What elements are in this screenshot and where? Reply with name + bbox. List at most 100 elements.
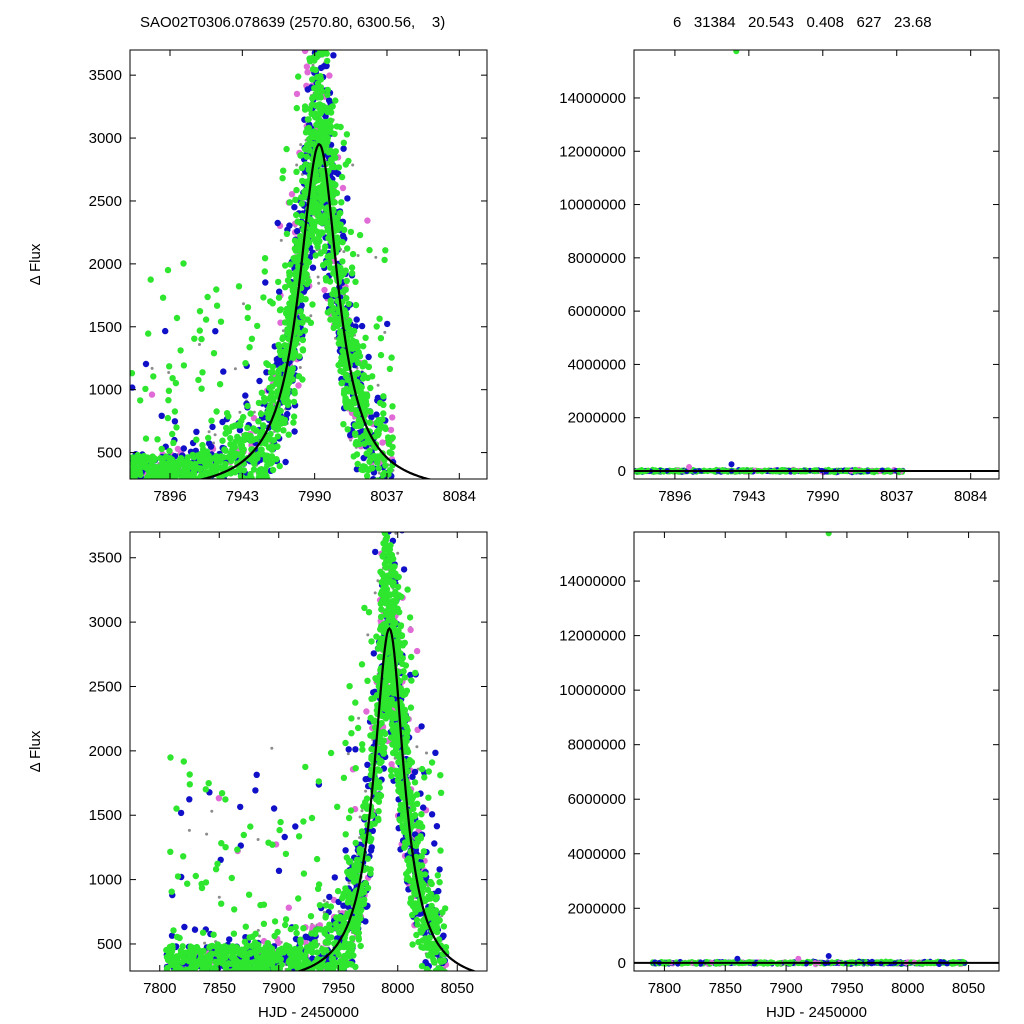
data-point xyxy=(247,410,254,417)
data-point xyxy=(293,104,300,112)
data-point xyxy=(291,390,298,397)
data-point xyxy=(290,413,298,420)
data-point xyxy=(234,478,237,479)
data-point xyxy=(266,384,273,392)
data-point xyxy=(299,143,303,147)
data-point xyxy=(152,472,159,479)
data-point xyxy=(312,177,319,185)
data-point xyxy=(343,385,350,392)
data-point xyxy=(205,780,212,787)
panel-bottom-left: 7800 7850 7900 7950 8000 80505001000150020002… xyxy=(27,312,488,1021)
data-point xyxy=(225,428,233,435)
data-point xyxy=(275,407,283,414)
data-point xyxy=(324,57,331,65)
data-point xyxy=(234,433,241,441)
data-point xyxy=(294,319,302,326)
data-point xyxy=(299,346,306,353)
data-point xyxy=(246,344,253,351)
data-point xyxy=(354,359,362,366)
data-point xyxy=(308,201,316,209)
data-point xyxy=(386,449,393,456)
data-point xyxy=(356,254,360,257)
data-point xyxy=(155,481,161,487)
data-point xyxy=(345,300,352,308)
data-point xyxy=(304,116,312,123)
data-point xyxy=(286,269,293,276)
data-point xyxy=(373,323,380,330)
data-point xyxy=(255,418,262,425)
data-point xyxy=(148,479,154,485)
data-point xyxy=(233,367,237,371)
data-point xyxy=(348,264,356,271)
data-point xyxy=(306,105,313,113)
data-point xyxy=(322,39,328,45)
data-point xyxy=(298,366,302,369)
data-point xyxy=(312,30,318,36)
data-point xyxy=(290,398,298,406)
data-point xyxy=(225,413,232,420)
data-point xyxy=(264,409,271,417)
data-point xyxy=(317,202,324,210)
data-point xyxy=(366,465,374,473)
data-point xyxy=(413,647,421,655)
data-point xyxy=(205,832,209,836)
data-point xyxy=(148,391,156,398)
data-point xyxy=(307,216,314,223)
data-point xyxy=(356,417,363,424)
data-point xyxy=(159,475,166,479)
data-point xyxy=(282,284,289,291)
data-point xyxy=(344,195,351,202)
data-point xyxy=(354,460,361,468)
data-point xyxy=(216,381,224,388)
data-point xyxy=(327,156,335,163)
data-point xyxy=(362,334,369,341)
data-point xyxy=(361,359,368,366)
data-point xyxy=(225,478,228,479)
data-point xyxy=(347,228,355,236)
data-point xyxy=(256,838,260,841)
data-point xyxy=(267,369,275,376)
data-point xyxy=(322,899,326,903)
data-point xyxy=(357,716,361,720)
data-point xyxy=(235,972,238,975)
data-point xyxy=(188,482,194,488)
data-point xyxy=(293,90,301,98)
data-point xyxy=(373,523,379,529)
data-point xyxy=(390,312,396,318)
data-point xyxy=(364,761,371,768)
data-point xyxy=(399,660,406,667)
data-point xyxy=(360,809,364,813)
data-point xyxy=(254,322,261,330)
data-point xyxy=(172,379,180,387)
data-point xyxy=(328,926,335,934)
data-point xyxy=(281,833,288,841)
data-point xyxy=(387,426,395,434)
x-tick-label: 8037 xyxy=(880,488,913,505)
data-point xyxy=(277,306,285,313)
data-point xyxy=(408,653,415,661)
data-point xyxy=(137,397,144,404)
data-point xyxy=(244,304,252,311)
data-point xyxy=(306,55,313,62)
data-point xyxy=(167,972,173,978)
data-point xyxy=(365,609,373,616)
data-point xyxy=(240,831,247,839)
data-point xyxy=(362,481,368,487)
data-point xyxy=(180,467,187,474)
data-point xyxy=(332,97,339,104)
data-point xyxy=(284,380,292,387)
data-point xyxy=(202,786,209,793)
data-point xyxy=(363,472,371,479)
data-point xyxy=(194,464,201,472)
y-tick-label: 3500 xyxy=(89,67,122,84)
data-point xyxy=(173,424,180,431)
data-point xyxy=(342,885,349,892)
data-point xyxy=(411,768,419,776)
data-point xyxy=(220,368,227,375)
data-point xyxy=(273,456,280,463)
data-point xyxy=(381,424,389,431)
data-point xyxy=(366,633,370,637)
data-point xyxy=(218,465,226,472)
data-point xyxy=(425,794,432,801)
data-point xyxy=(253,435,260,443)
